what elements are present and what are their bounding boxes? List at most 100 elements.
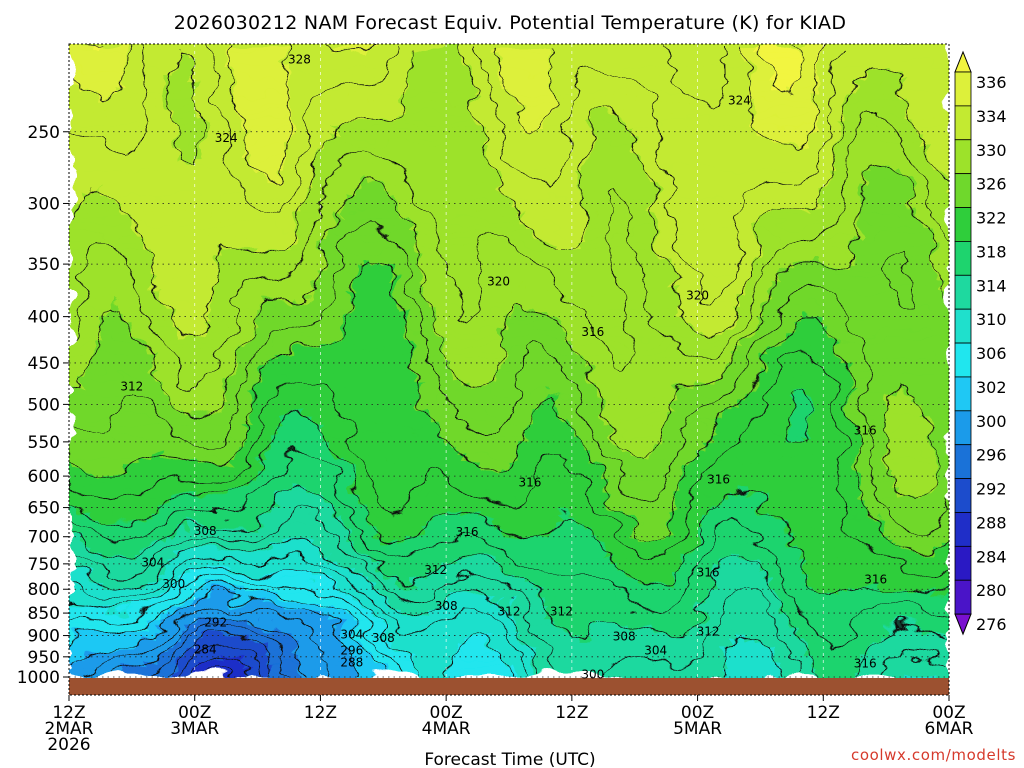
contour-label: 296 <box>340 644 363 658</box>
x-tick-label: 3MAR <box>170 719 219 739</box>
contour-300 <box>69 594 358 678</box>
credit-text: coolwx.com/modelts <box>851 746 1016 764</box>
contour-label: 300 <box>162 577 185 591</box>
y-tick-label: 450 <box>28 354 60 374</box>
x-tick-label: 4MAR <box>422 719 471 739</box>
contour-304 <box>69 576 398 678</box>
contour-label: 316 <box>707 472 730 486</box>
contour-label: 316 <box>456 525 479 539</box>
colorbar-label: 322 <box>976 209 1007 228</box>
contour-label: 316 <box>518 476 541 490</box>
colorbar-label: 330 <box>976 141 1007 160</box>
y-tick-label: 650 <box>28 499 60 519</box>
contour-label: 324 <box>215 131 238 145</box>
colorbar-swatch <box>954 410 972 446</box>
contour-label: 324 <box>728 94 751 108</box>
contour-322 <box>69 256 949 558</box>
contour-label: 284 <box>194 642 217 656</box>
contour-label: 312 <box>498 605 521 619</box>
contour-316 <box>69 447 949 649</box>
y-tick-label: 500 <box>28 395 60 415</box>
contour-290 <box>180 643 269 678</box>
x-tick-label: 12Z <box>807 703 840 723</box>
colorbar-swatch <box>954 376 972 412</box>
y-tick-label: 300 <box>28 194 60 214</box>
x-axis-label: Forecast Time (UTC) <box>424 750 595 768</box>
colorbar-label: 292 <box>976 480 1007 499</box>
contour-label: 308 <box>613 629 636 643</box>
colorbar-swatch <box>954 342 972 378</box>
contour-labels: 328 324 324 320 320 316 316 316 316 316 316 316 316 3… <box>120 52 887 681</box>
colorbar-label: 334 <box>976 107 1007 126</box>
colorbar-swatch <box>954 173 972 208</box>
y-tick-label: 700 <box>28 528 60 548</box>
colorbar-label: 280 <box>976 581 1007 600</box>
contour-label: 316 <box>864 572 887 586</box>
contour-label: 312 <box>120 380 143 394</box>
contour-label: 308 <box>372 631 395 645</box>
contour-lines <box>69 44 949 678</box>
colorbar-swatch <box>954 512 972 547</box>
colorbar-swatch <box>954 71 972 107</box>
contour-label: 316 <box>697 566 720 580</box>
colorbar-swatch <box>954 579 972 615</box>
colorbar-label: 336 <box>976 73 1007 92</box>
colorbar-arrow-bottom <box>954 613 972 636</box>
y-tick-label: 750 <box>28 555 60 575</box>
contour-312 <box>69 510 949 678</box>
colorbar-label: 310 <box>976 310 1007 329</box>
colorbar-label: 284 <box>976 547 1007 566</box>
colorbar-swatch <box>954 308 972 344</box>
colorbar-label: 276 <box>976 615 1007 634</box>
contour-label: 316 <box>854 656 877 670</box>
contour-328 <box>69 112 949 387</box>
contour-label: 304 <box>141 555 164 569</box>
contour-286 <box>213 672 238 678</box>
y-tick-label: 1000 <box>17 668 60 688</box>
contour-324 <box>69 214 949 535</box>
contour-label: 304 <box>644 644 667 658</box>
contour-label: 316 <box>581 325 604 339</box>
x-tick-label: 00Z <box>932 703 965 723</box>
contour-label: 312 <box>697 625 720 639</box>
x-tick-label: 12Z <box>304 703 337 723</box>
y-tick-label: 900 <box>28 627 60 647</box>
contour-label: 320 <box>686 288 709 302</box>
colorbar-swatch <box>954 139 972 175</box>
contour-label: 288 <box>340 656 363 670</box>
colorbar-label: 326 <box>976 175 1007 194</box>
x-tick-label: 2026 <box>47 735 90 755</box>
colorbar-label: 314 <box>976 276 1007 295</box>
contour-label: 308 <box>435 599 458 613</box>
colorbar-label: 302 <box>976 378 1007 397</box>
x-tick-label: 5MAR <box>673 719 722 739</box>
contour-label: 292 <box>204 616 227 630</box>
colorbar-swatch <box>954 444 972 479</box>
contour-314 <box>69 480 949 678</box>
x-tick-label: 2MAR <box>45 719 94 739</box>
plot-area <box>69 44 949 695</box>
contour-320 <box>69 349 949 578</box>
chart-title: 2026030212 NAM Forecast Equiv. Potential… <box>174 12 847 34</box>
y-tick-label: 400 <box>28 308 60 328</box>
colorbar-swatch <box>954 207 972 242</box>
contour-label: 328 <box>288 52 311 66</box>
contour-label: 316 <box>854 423 877 437</box>
colorbar: 336 334 330 326 322 318 314 310 306 302 300 296 292 2… <box>954 50 1007 636</box>
contour-318 <box>69 396 949 598</box>
x-tick-label: 12Z <box>52 703 85 723</box>
colorbar-arrow-top <box>954 50 972 73</box>
colorbar-label: 288 <box>976 514 1007 533</box>
y-tick-label: 250 <box>28 123 60 143</box>
x-tick-label: 00Z <box>681 703 714 723</box>
y-tick-label: 600 <box>28 467 60 487</box>
colorbar-swatch <box>954 241 972 276</box>
contour-288 <box>194 657 257 678</box>
colorbar-label: 296 <box>976 446 1007 465</box>
colorbar-label: 306 <box>976 344 1007 363</box>
x-tick-label: 00Z <box>178 703 211 723</box>
colorbar-label: 300 <box>976 412 1007 431</box>
colorbar-label: 318 <box>976 242 1007 261</box>
